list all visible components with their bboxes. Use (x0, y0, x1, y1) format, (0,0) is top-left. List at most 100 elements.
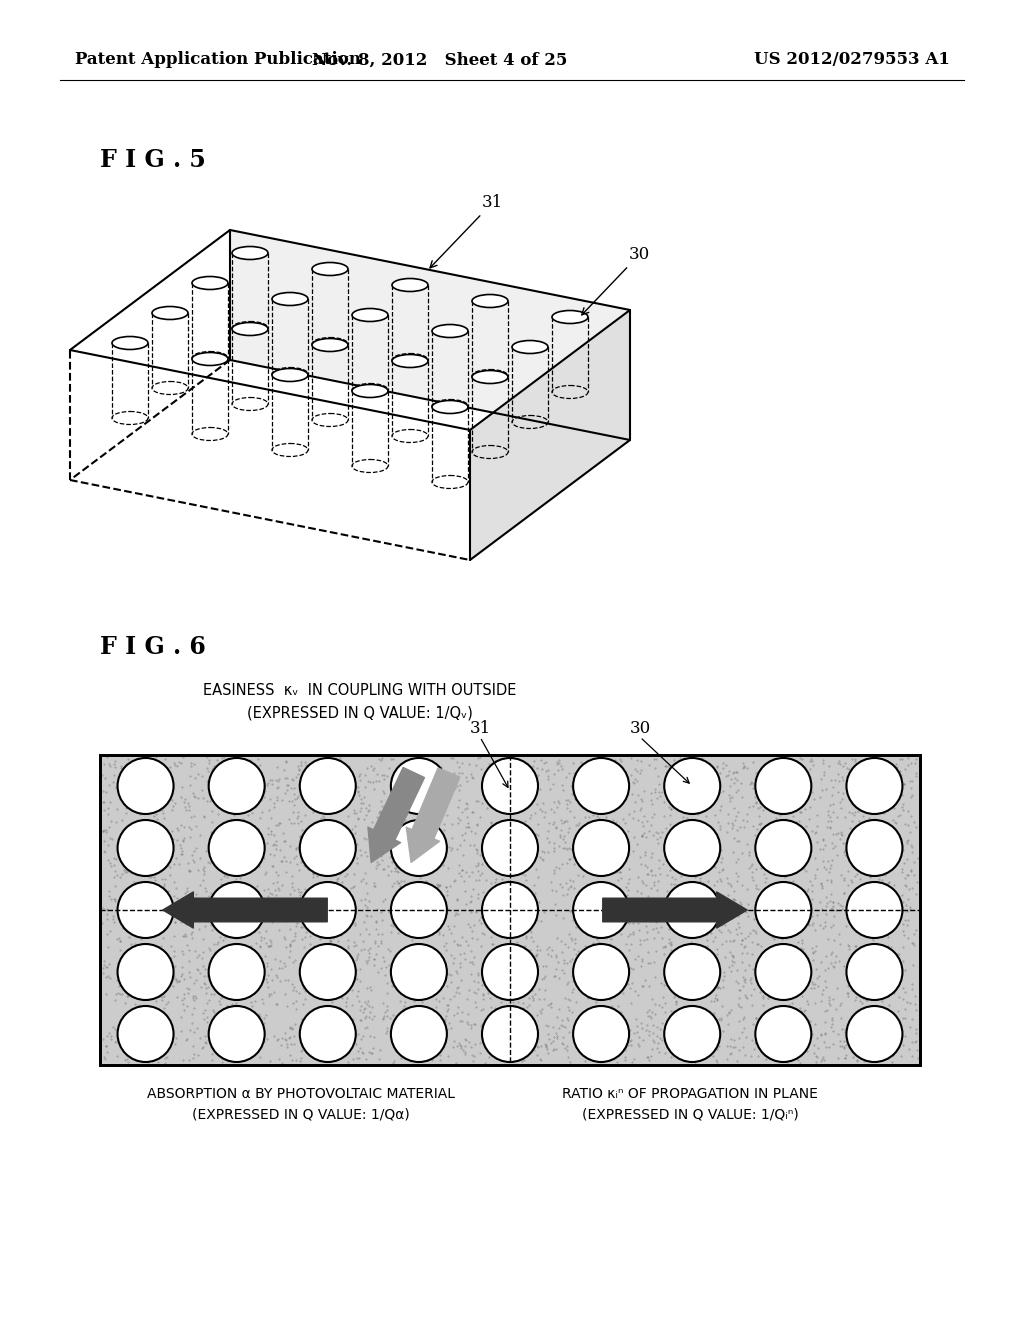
Point (239, 775, 255, 796)
Point (675, 832, 691, 853)
Point (388, 772, 404, 793)
Point (307, 785, 324, 807)
Point (457, 1035, 473, 1056)
Point (465, 981, 481, 1002)
Point (366, 954, 382, 975)
Point (182, 752, 199, 774)
Point (268, 884, 285, 906)
Point (629, 1015, 645, 1036)
Point (567, 841, 584, 862)
Point (528, 846, 545, 867)
Point (219, 867, 236, 888)
Point (546, 838, 562, 859)
Point (825, 956, 842, 977)
Point (791, 793, 807, 814)
Point (269, 776, 286, 797)
Point (473, 935, 489, 956)
Point (164, 1031, 180, 1052)
Point (887, 759, 903, 780)
Point (714, 995, 730, 1016)
Point (268, 994, 285, 1015)
Point (114, 772, 130, 793)
Point (116, 859, 132, 880)
Point (375, 890, 391, 911)
Point (399, 803, 416, 824)
Point (736, 972, 753, 993)
Point (318, 871, 335, 892)
Point (228, 1040, 245, 1061)
Point (528, 939, 545, 960)
Point (193, 825, 209, 846)
Point (436, 800, 453, 821)
Point (451, 1032, 467, 1053)
Point (292, 825, 308, 846)
Point (490, 981, 507, 1002)
Point (202, 853, 218, 874)
Point (454, 1002, 470, 1023)
Point (777, 928, 794, 949)
Point (98, 908, 115, 929)
Point (858, 990, 874, 1011)
Point (876, 1024, 892, 1045)
Point (749, 858, 765, 879)
Point (241, 882, 257, 903)
Point (252, 1006, 268, 1027)
Point (247, 990, 263, 1011)
Point (745, 908, 762, 929)
Point (158, 942, 174, 964)
Point (824, 784, 841, 805)
Point (400, 1019, 417, 1040)
Point (243, 961, 259, 982)
Point (109, 1045, 125, 1067)
Point (157, 1047, 173, 1068)
Point (310, 843, 327, 865)
Point (745, 978, 762, 999)
Point (321, 874, 337, 895)
Text: RATIO κᵢⁿ OF PROPAGATION IN PLANE: RATIO κᵢⁿ OF PROPAGATION IN PLANE (562, 1086, 818, 1101)
Point (876, 970, 892, 991)
Point (253, 989, 269, 1010)
Point (625, 958, 641, 979)
Point (453, 1036, 469, 1057)
Point (777, 1049, 794, 1071)
Point (155, 1002, 171, 1023)
Point (124, 1012, 140, 1034)
Point (511, 817, 527, 838)
Point (316, 851, 333, 873)
Point (163, 936, 179, 957)
Point (324, 957, 340, 978)
Point (358, 906, 375, 927)
Circle shape (756, 882, 811, 939)
Point (599, 859, 615, 880)
Point (743, 867, 760, 888)
Point (782, 896, 799, 917)
Point (436, 1032, 453, 1053)
Point (435, 898, 452, 919)
Point (204, 770, 220, 791)
Point (593, 888, 609, 909)
Point (889, 900, 905, 921)
Point (258, 920, 274, 941)
Point (117, 1049, 133, 1071)
Point (577, 1049, 593, 1071)
Point (731, 1040, 748, 1061)
Point (278, 1030, 294, 1051)
Point (564, 949, 581, 970)
Point (775, 850, 792, 871)
Point (607, 977, 624, 998)
Point (469, 813, 485, 834)
Point (485, 917, 502, 939)
Point (885, 1031, 901, 1052)
Point (126, 1043, 142, 1064)
Point (567, 789, 584, 810)
Point (869, 925, 886, 946)
Point (289, 912, 305, 933)
Point (229, 956, 246, 977)
Point (255, 928, 271, 949)
Point (189, 859, 206, 880)
Point (227, 916, 244, 937)
Point (794, 1036, 810, 1057)
Point (159, 846, 175, 867)
Point (224, 896, 241, 917)
Point (330, 1026, 346, 1047)
